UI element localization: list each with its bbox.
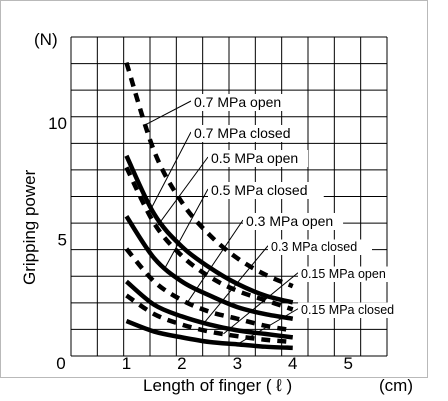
series-label: 0.15 MPa open: [301, 267, 386, 281]
callout-leaders: [145, 100, 299, 345]
leader-line: [237, 308, 299, 345]
series-label: 0.3 MPa closed: [271, 240, 357, 254]
series-label: 0.3 MPa open: [246, 213, 333, 229]
x-tick-label: 4: [288, 354, 297, 373]
y-unit: (N): [34, 30, 58, 49]
x-tick-label: 2: [177, 354, 186, 373]
series-label-bg: [243, 213, 344, 230]
series-label-bg: [298, 302, 409, 318]
series-curve: [124, 215, 294, 321]
series-label-bg: [208, 182, 324, 199]
series-label-bg: [191, 94, 292, 111]
series-curve: [124, 61, 294, 289]
leader-line: [145, 100, 192, 125]
series-label: 0.15 MPa closed: [301, 303, 394, 317]
series-label: 0.7 MPa open: [194, 94, 281, 110]
series-label-bg: [208, 150, 309, 167]
y-tick-label: 10: [48, 114, 67, 133]
leader-line: [164, 188, 209, 268]
series-label: 0.7 MPa closed: [194, 125, 291, 141]
series-label-bg: [268, 239, 372, 255]
series-labels: 0.7 MPa open 0.7 MPa closed 0.5 MPa open 0.…: [191, 94, 409, 318]
leader-line: [187, 219, 244, 303]
series-curve: [124, 154, 294, 305]
series-label-bg: [191, 125, 307, 142]
series-label: 0.5 MPa open: [211, 150, 298, 166]
x-axis-title: Length of finger ( ℓ ): [143, 376, 292, 395]
x-unit: (cm): [379, 376, 413, 395]
leader-line: [203, 245, 269, 324]
x-tick-label: 1: [122, 354, 131, 373]
leader-line: [223, 272, 299, 335]
series-label: 0.5 MPa closed: [211, 182, 308, 198]
x-tick-label: 0: [56, 354, 65, 373]
leader-line: [156, 156, 209, 227]
y-axis-title: Gripping power: [20, 169, 39, 285]
series-curve: [124, 279, 294, 340]
leader-line: [150, 131, 192, 209]
x-tick-label: 5: [343, 354, 352, 373]
series-curve: [125, 318, 293, 351]
y-tick-label: 5: [58, 231, 67, 250]
series-curve: [125, 293, 293, 345]
series-label-bg: [298, 266, 395, 282]
series-curve: [124, 247, 294, 333]
x-tick-label: 3: [233, 354, 242, 373]
tick-labels: 0 1 2 3 4 5 5 10: [48, 114, 353, 373]
